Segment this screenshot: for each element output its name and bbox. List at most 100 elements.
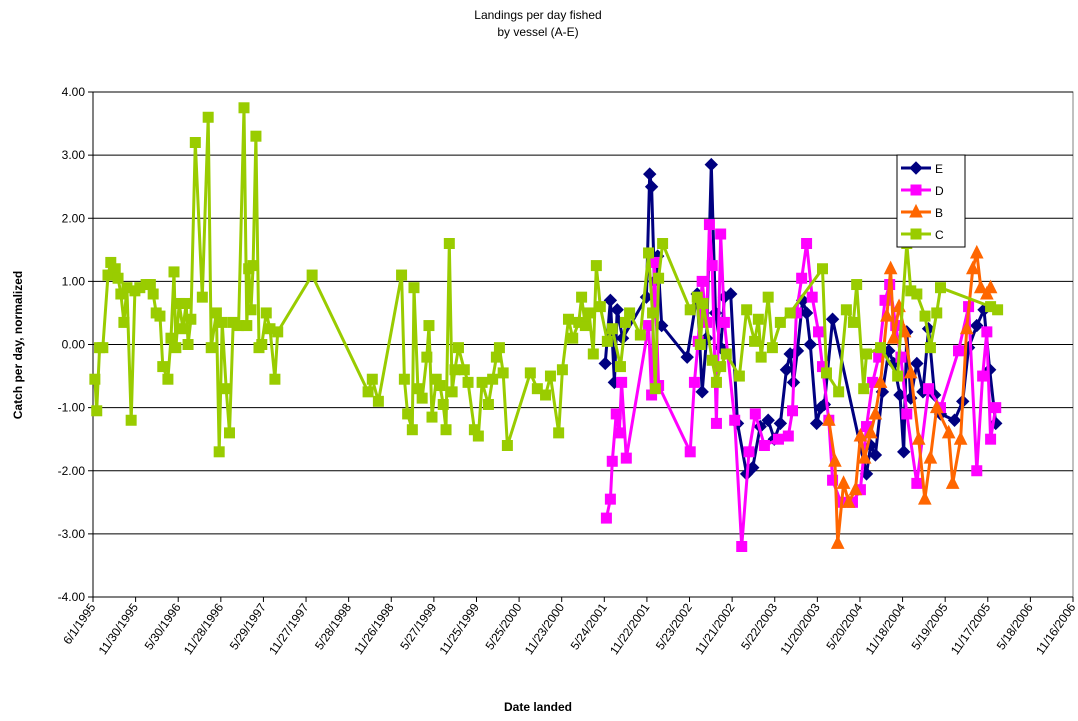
marker bbox=[501, 440, 513, 451]
marker bbox=[787, 405, 799, 417]
marker bbox=[362, 386, 374, 398]
marker bbox=[220, 383, 232, 395]
marker bbox=[185, 313, 197, 325]
marker bbox=[941, 424, 956, 439]
marker bbox=[965, 260, 980, 275]
marker bbox=[610, 408, 622, 420]
marker bbox=[704, 157, 719, 172]
marker bbox=[736, 541, 748, 552]
marker bbox=[594, 301, 606, 313]
marker bbox=[540, 389, 552, 401]
marker bbox=[606, 455, 618, 467]
x-tick-label: 11/16/2006 bbox=[1033, 600, 1078, 657]
marker bbox=[749, 335, 761, 347]
x-tick-label: 11/22/2001 bbox=[607, 600, 653, 657]
legend-marker bbox=[909, 203, 923, 218]
marker bbox=[182, 339, 194, 350]
marker bbox=[883, 260, 898, 275]
x-tick-label: 11/23/2000 bbox=[522, 600, 568, 657]
marker bbox=[923, 383, 935, 395]
marker bbox=[89, 373, 101, 385]
marker bbox=[644, 179, 659, 194]
marker bbox=[695, 385, 709, 399]
marker bbox=[858, 383, 870, 395]
y-tick-label: 0.00 bbox=[62, 338, 86, 352]
marker bbox=[917, 491, 932, 505]
marker bbox=[863, 424, 878, 439]
marker bbox=[406, 424, 418, 436]
x-tick-label: 11/17/2005 bbox=[948, 600, 994, 657]
marker bbox=[653, 272, 665, 284]
marker bbox=[634, 329, 646, 341]
marker bbox=[372, 395, 384, 407]
marker bbox=[482, 398, 494, 410]
marker bbox=[437, 398, 449, 410]
marker bbox=[779, 363, 794, 377]
y-tick-label: 3.00 bbox=[62, 148, 86, 162]
marker bbox=[416, 392, 428, 404]
marker bbox=[724, 287, 738, 301]
marker bbox=[688, 376, 700, 388]
marker bbox=[981, 326, 993, 338]
marker bbox=[929, 399, 944, 414]
marker bbox=[587, 348, 599, 360]
marker bbox=[969, 244, 984, 259]
marker bbox=[154, 310, 166, 322]
marker bbox=[703, 219, 715, 231]
marker bbox=[752, 313, 764, 325]
marker bbox=[983, 279, 998, 294]
marker bbox=[567, 332, 579, 344]
x-tick-label: 5/22/2003 bbox=[738, 600, 780, 652]
marker bbox=[603, 293, 618, 308]
marker bbox=[490, 351, 502, 363]
legend-marker bbox=[910, 228, 922, 240]
marker bbox=[579, 320, 591, 332]
marker bbox=[177, 323, 189, 335]
marker bbox=[524, 367, 536, 379]
marker bbox=[553, 427, 565, 439]
marker bbox=[879, 294, 891, 306]
marker bbox=[761, 413, 775, 427]
marker bbox=[165, 332, 177, 344]
marker bbox=[857, 450, 872, 464]
marker bbox=[830, 535, 845, 549]
marker bbox=[841, 494, 856, 508]
marker bbox=[715, 361, 727, 373]
x-tick-label: 11/20/2003 bbox=[777, 600, 823, 657]
y-axis-label: Catch per day, normalized bbox=[11, 271, 25, 419]
marker bbox=[238, 102, 250, 114]
x-tick-label: 5/25/2000 bbox=[482, 600, 524, 652]
marker bbox=[216, 316, 228, 328]
marker bbox=[911, 477, 923, 489]
x-tick-label: 5/29/1997 bbox=[227, 600, 269, 652]
x-tick-label: 11/26/1998 bbox=[351, 600, 397, 657]
marker bbox=[911, 431, 926, 445]
marker bbox=[162, 373, 174, 385]
x-tick-label: 5/23/2002 bbox=[653, 600, 695, 652]
marker bbox=[992, 304, 1004, 316]
marker bbox=[803, 337, 818, 352]
x-tick-label: 5/27/1999 bbox=[397, 600, 439, 652]
marker bbox=[828, 453, 842, 467]
marker bbox=[970, 318, 984, 333]
marker bbox=[718, 316, 730, 328]
marker bbox=[847, 316, 859, 328]
marker bbox=[168, 266, 180, 278]
x-tick-label: 11/30/1995 bbox=[96, 600, 142, 657]
marker bbox=[910, 356, 924, 371]
marker bbox=[919, 310, 931, 322]
marker bbox=[443, 238, 455, 249]
marker bbox=[462, 376, 474, 388]
marker bbox=[544, 370, 556, 382]
marker bbox=[531, 383, 543, 395]
marker bbox=[868, 448, 883, 462]
marker bbox=[210, 307, 222, 319]
marker bbox=[825, 312, 840, 326]
marker bbox=[247, 260, 259, 272]
marker bbox=[873, 374, 888, 388]
marker bbox=[180, 297, 192, 309]
legend-label: B bbox=[935, 206, 943, 220]
marker bbox=[616, 376, 628, 388]
chart-subtitle: by vessel (A-E) bbox=[497, 25, 578, 39]
